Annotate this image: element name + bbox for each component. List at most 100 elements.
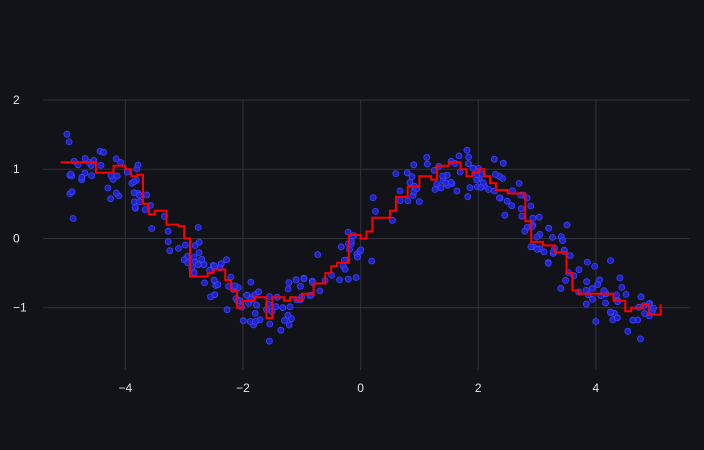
scatter-point: [591, 262, 599, 270]
scatter-point: [465, 153, 473, 161]
scatter-point: [357, 246, 365, 254]
scatter-point: [503, 197, 511, 205]
scatter-point: [223, 256, 230, 264]
scatter-point: [592, 318, 600, 325]
scatter-point: [527, 243, 535, 251]
scatter-point: [217, 260, 225, 268]
scatter-point: [622, 290, 630, 298]
scatter-point: [247, 278, 255, 286]
scatter-point: [369, 194, 377, 202]
scatter-point: [164, 227, 172, 235]
scatter-point: [616, 274, 624, 282]
scatter-point: [239, 317, 247, 325]
scatter-point: [466, 184, 474, 192]
scatter-point: [67, 170, 75, 178]
scatter-point: [210, 262, 218, 270]
y-tick-label: 1: [13, 162, 20, 176]
x-tick-label: 2: [475, 381, 482, 395]
scatter-point: [403, 169, 411, 177]
scatter-point: [353, 253, 361, 261]
scatter-point: [130, 178, 138, 186]
scatter-point: [231, 282, 239, 290]
scatter-point: [594, 281, 601, 289]
scatter-point: [210, 276, 218, 284]
scatter-point: [464, 160, 472, 168]
scatter-point: [533, 233, 541, 241]
scatter-point: [607, 257, 614, 264]
scatter-point: [415, 198, 423, 206]
scatter-point: [251, 309, 259, 317]
scatter-point: [286, 303, 294, 311]
scatter-point: [485, 186, 493, 193]
scatter-point: [439, 172, 447, 180]
scatter-point: [314, 251, 322, 258]
scatter-point: [515, 179, 523, 187]
scatter-point: [266, 320, 274, 328]
scatter-point: [166, 247, 174, 255]
scatter-point: [143, 191, 151, 199]
scatter-point: [316, 287, 324, 295]
scatter-point: [201, 279, 208, 287]
scatter-point: [63, 130, 71, 138]
x-tick-label: −4: [119, 381, 133, 395]
scatter-point: [602, 299, 609, 307]
scatter-point: [423, 160, 431, 168]
scatter-point: [583, 278, 590, 286]
scatter-point: [637, 335, 644, 343]
scatter-point: [588, 285, 596, 292]
scatter-point: [557, 284, 565, 292]
scatter-point: [408, 173, 416, 181]
scatter-point: [641, 310, 648, 317]
scatter-point: [131, 204, 139, 211]
scatter-point: [529, 214, 537, 222]
scatter-point: [194, 224, 202, 231]
scatter-point: [190, 269, 198, 277]
scatter-point: [491, 170, 499, 178]
scatter-point: [148, 225, 156, 232]
y-tick-label: 2: [13, 93, 20, 107]
scatter-point: [69, 215, 77, 222]
scatter-point: [559, 237, 566, 245]
scatter-point: [508, 202, 516, 210]
scatter-point: [396, 187, 404, 195]
scatter-point: [479, 179, 487, 186]
scatter-point: [175, 244, 182, 252]
scatter-point: [243, 291, 251, 299]
scatter-point: [463, 146, 471, 154]
scatter-point: [296, 282, 304, 290]
scatter-point: [521, 227, 529, 235]
scatter-point: [566, 252, 574, 260]
scatter-point: [112, 155, 120, 163]
scatter-point: [562, 276, 569, 284]
scatter-point: [195, 238, 203, 246]
scatter-point: [499, 159, 507, 167]
scatter-point: [629, 316, 637, 324]
scatter-point: [618, 283, 626, 291]
scatter-point: [136, 198, 144, 206]
scatter-point: [285, 279, 293, 287]
scatter-point: [490, 155, 498, 163]
scatter-point: [533, 245, 541, 253]
scatter-point: [423, 153, 431, 161]
scatter-series: [63, 130, 657, 345]
scatter-point: [527, 202, 535, 210]
scatter-point: [251, 318, 259, 325]
scatter-point: [406, 178, 414, 186]
scatter-point: [194, 261, 202, 269]
scatter-point: [88, 172, 96, 180]
scatter-point: [535, 213, 543, 221]
scatter-point: [337, 243, 345, 251]
scatter-point: [198, 255, 206, 263]
scatter-point: [607, 308, 614, 316]
scatter-point: [164, 238, 172, 246]
scatter-point: [368, 257, 376, 265]
scatter-point: [195, 249, 203, 257]
scatter-point: [284, 285, 292, 293]
x-tick-label: −2: [236, 381, 250, 395]
x-tick-label: 4: [593, 381, 600, 395]
y-tick-label: 0: [13, 231, 20, 245]
scatter-point: [279, 304, 287, 312]
scatter-point: [453, 187, 461, 195]
